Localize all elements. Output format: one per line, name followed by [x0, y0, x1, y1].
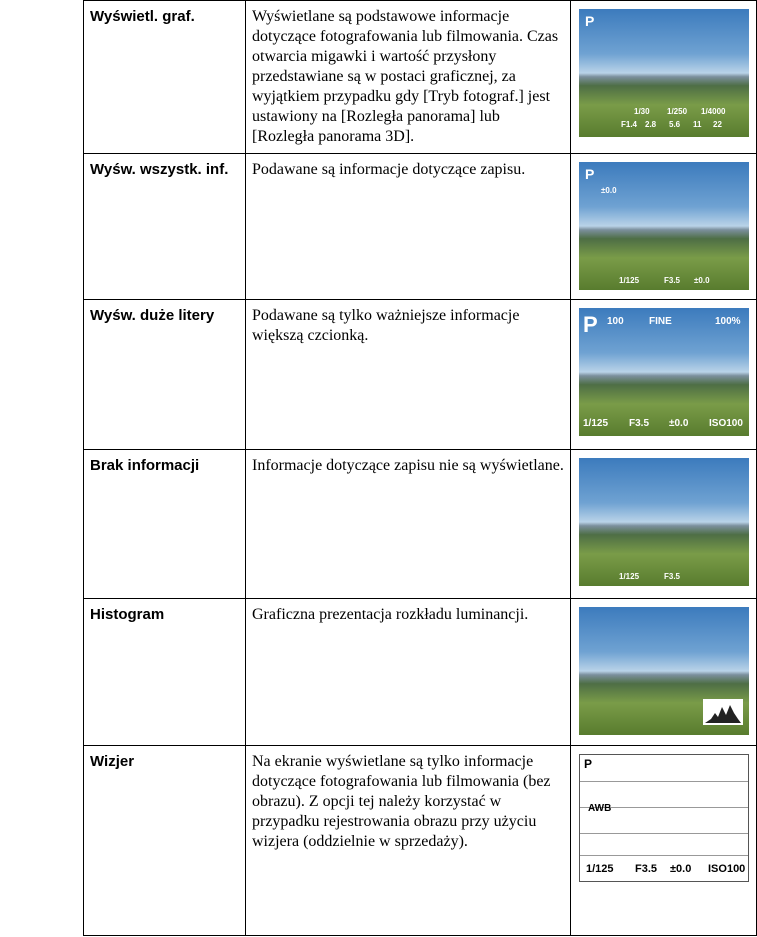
overlay-text: 1/125 — [619, 276, 640, 285]
histogram-icon — [703, 699, 743, 725]
overlay-text: F3.5 — [664, 572, 681, 581]
overlay-text: 1/125 — [619, 572, 640, 581]
overlay-text: F3.5 — [635, 863, 658, 875]
overlay-text: 5.6 — [669, 120, 681, 129]
preview-image: P 1/30 1/250 1/4000 F1.4 2.8 5.6 11 22 — [579, 9, 749, 137]
overlay-text: 1/250 — [667, 107, 688, 116]
mode-name: Brak informacji — [83, 449, 246, 599]
preview-cell: P 100 FINE 100% 1/125 F3.5 ±0.0 ISO100 — [570, 299, 757, 450]
overlay-text: AWB — [588, 803, 612, 814]
overlay-text: 22 — [713, 120, 722, 129]
overlay-text: F1.4 — [621, 120, 638, 129]
table-row: Wyśw. duże litery Podawane są tylko ważni… — [83, 299, 757, 450]
overlay-text: P — [585, 166, 595, 182]
preview-cell — [570, 598, 757, 746]
overlay-text: ±0.0 — [669, 418, 689, 429]
panel-divider — [580, 781, 748, 782]
table-row: Brak informacji Informacje dotyczące zapi… — [83, 449, 757, 599]
overlay-text: 1/30 — [634, 107, 650, 116]
mode-description: Informacje dotyczące zapisu nie są wyświ… — [245, 449, 571, 599]
preview-cell: P AWB 1/125 F3.5 ±0.0 ISO100 — [570, 745, 757, 936]
overlay-text: 11 — [693, 120, 702, 129]
preview-cell: P ±0.0 1/125 F3.5 ±0.0 — [570, 153, 757, 300]
panel-divider — [580, 833, 748, 834]
overlay-text: 100% — [715, 316, 741, 327]
overlay-text: P — [585, 13, 595, 29]
preview-cell: P 1/30 1/250 1/4000 F1.4 2.8 5.6 11 22 — [570, 0, 757, 154]
table-row: Histogram Graficzna prezentacja rozkładu … — [83, 598, 757, 746]
mode-name: Histogram — [83, 598, 246, 746]
panel-divider — [580, 855, 748, 856]
overlay-text: FINE — [649, 316, 672, 327]
overlay-text: 1/125 — [586, 863, 614, 875]
overlay-text: P — [584, 757, 593, 771]
preview-image: P 100 FINE 100% 1/125 F3.5 ±0.0 ISO100 — [579, 308, 749, 436]
overlay-text: P — [583, 312, 598, 337]
overlay-text: ±0.0 — [694, 276, 710, 285]
preview-image — [579, 607, 749, 735]
table-body: Wyświetl. graf. Wyświetlane są podstawowe… — [83, 0, 757, 936]
overlay-text: 2.8 — [645, 120, 657, 129]
preview-cell: 1/125 F3.5 — [570, 449, 757, 599]
table-row: Wizjer Na ekranie wyświetlane są tylko in… — [83, 745, 757, 936]
mode-description: Na ekranie wyświetlane są tylko informac… — [245, 745, 571, 936]
mode-description: Graficzna prezentacja rozkładu luminancj… — [245, 598, 571, 746]
preview-image: 1/125 F3.5 — [579, 458, 749, 586]
overlay-text: ±0.0 — [601, 186, 617, 195]
overlay-text: ISO100 — [708, 863, 746, 875]
preview-image: P AWB 1/125 F3.5 ±0.0 ISO100 — [579, 754, 749, 882]
histogram-shape — [705, 705, 741, 723]
mode-name: Wyświetl. graf. — [83, 0, 246, 154]
mode-name: Wyśw. duże litery — [83, 299, 246, 450]
mode-description: Podawane są informacje dotyczące zapisu. — [245, 153, 571, 300]
table-row: Wyświetl. graf. Wyświetlane są podstawowe… — [83, 0, 757, 154]
overlay-text: 100 — [607, 316, 624, 327]
mode-name: Wizjer — [83, 745, 246, 936]
info-table: Wyświetl. graf. Wyświetlane są podstawowe… — [83, 0, 757, 936]
overlay-text: F3.5 — [664, 276, 681, 285]
table-row: Wyśw. wszystk. inf. Podawane są informacj… — [83, 153, 757, 300]
overlay-text: F3.5 — [629, 418, 650, 429]
mode-name: Wyśw. wszystk. inf. — [83, 153, 246, 300]
overlay-text: 1/4000 — [701, 107, 726, 116]
mode-description: Podawane są tylko ważniejsze informacje … — [245, 299, 571, 450]
preview-image: P ±0.0 1/125 F3.5 ±0.0 — [579, 162, 749, 290]
overlay-text: ±0.0 — [670, 863, 692, 875]
mode-description: Wyświetlane są podstawowe informacje dot… — [245, 0, 571, 154]
overlay-text: ISO100 — [709, 418, 743, 429]
panel-divider — [580, 807, 748, 808]
overlay-text: 1/125 — [583, 418, 609, 429]
